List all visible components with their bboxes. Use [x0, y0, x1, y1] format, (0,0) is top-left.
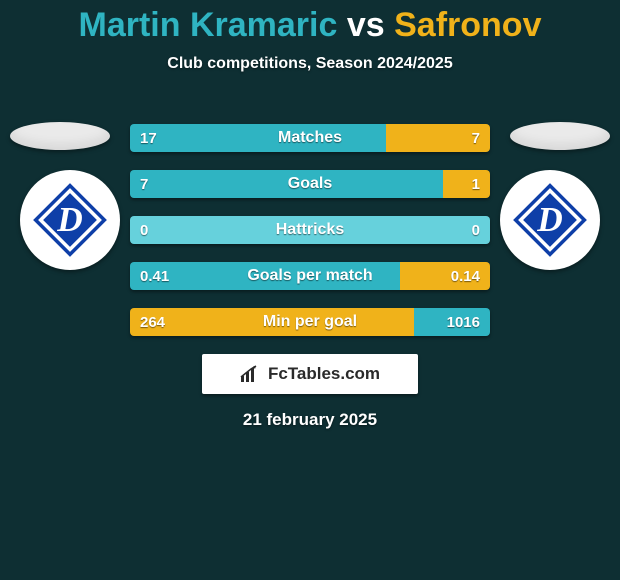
stat-left-value: 17: [140, 130, 157, 147]
page-title: Martin Kramaric vs Safronov: [0, 0, 620, 45]
player1-club-badge: D: [20, 170, 120, 270]
stat-right-value: 0.14: [451, 268, 480, 285]
stats-bars: 17 7 Matches 7 1 Goals 0 0 Hattricks 0.4…: [130, 124, 490, 354]
stat-left-value: 0.41: [140, 268, 169, 285]
stat-right-value: 7: [472, 130, 480, 147]
stat-right-value: 1016: [447, 314, 480, 331]
title-vs: vs: [347, 6, 385, 44]
stat-left-value: 7: [140, 176, 148, 193]
stat-row: 264 1016 Min per goal: [130, 308, 490, 336]
title-player2: Safronov: [394, 6, 541, 44]
stat-left: 264: [130, 308, 414, 336]
stat-right-value: 0: [472, 222, 480, 239]
stat-right: 7: [386, 124, 490, 152]
stat-row: 17 7 Matches: [130, 124, 490, 152]
stat-right: 1: [443, 170, 490, 198]
svg-text:D: D: [536, 200, 562, 239]
stat-right-value: 1: [472, 176, 480, 193]
chart-icon: [240, 365, 262, 383]
stat-right: 0.14: [400, 262, 490, 290]
svg-text:D: D: [56, 200, 82, 239]
stat-left-value: 0: [140, 222, 148, 239]
stat-row: 7 1 Goals: [130, 170, 490, 198]
player1-avatar: [10, 122, 110, 150]
stat-left: 17: [130, 124, 386, 152]
attribution-text: FcTables.com: [268, 364, 380, 384]
subtitle: Club competitions, Season 2024/2025: [0, 55, 620, 73]
stat-left: 0.41: [130, 262, 400, 290]
date-text: 21 february 2025: [0, 410, 620, 430]
stat-right: 0: [310, 216, 490, 244]
player2-avatar: [510, 122, 610, 150]
title-player1: Martin Kramaric: [79, 6, 338, 44]
stat-row: 0 0 Hattricks: [130, 216, 490, 244]
stat-left-value: 264: [140, 314, 165, 331]
player2-club-badge: D: [500, 170, 600, 270]
stat-left: 0: [130, 216, 310, 244]
stat-right: 1016: [414, 308, 490, 336]
comparison-card: Martin Kramaric vs Safronov Club competi…: [0, 0, 620, 580]
stat-row: 0.41 0.14 Goals per match: [130, 262, 490, 290]
stat-left: 7: [130, 170, 443, 198]
attribution-badge: FcTables.com: [202, 354, 418, 394]
